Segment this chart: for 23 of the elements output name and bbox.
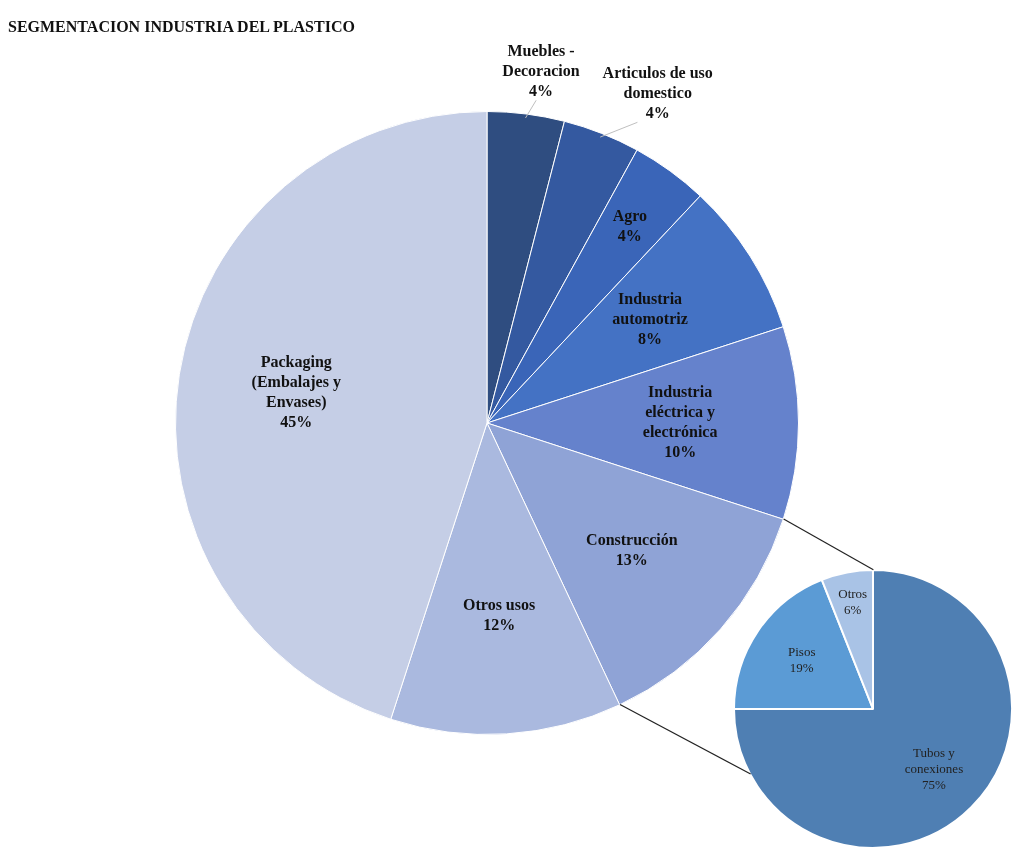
data-label: 13% — [615, 550, 648, 568]
data-label: 10% — [664, 443, 697, 461]
slice-label: Otros — [838, 585, 868, 601]
slice-label: Construcción — [586, 530, 678, 548]
data-label: 8% — [638, 329, 663, 347]
slice-label: Industria automotriz — [612, 289, 688, 327]
data-label: 6% — [844, 601, 862, 617]
slice-label: Pisos — [787, 643, 816, 659]
chart-title: SEGMENTACION INDUSTRIA DEL PLASTICO — [8, 18, 355, 36]
slice-label: Tubos y conexiones — [904, 745, 964, 777]
data-label: 4% — [528, 82, 553, 100]
slice-label: Otros usos — [463, 595, 536, 613]
slice-label: Industria eléctrica y electrónica — [642, 383, 718, 441]
data-label: 12% — [483, 615, 516, 633]
data-label: 45% — [280, 412, 313, 430]
data-label: 75% — [922, 777, 947, 793]
slice-label: Packaging (Embalajes y Envases) — [251, 352, 341, 411]
data-label: 4% — [645, 104, 670, 122]
slice-label: Agro — [612, 206, 647, 225]
data-label: 19% — [789, 659, 814, 675]
data-label: 4% — [617, 226, 642, 244]
slice-label: Articulos de uso domestico — [602, 64, 713, 102]
slice-label: Muebles - Decoracion — [502, 42, 580, 80]
